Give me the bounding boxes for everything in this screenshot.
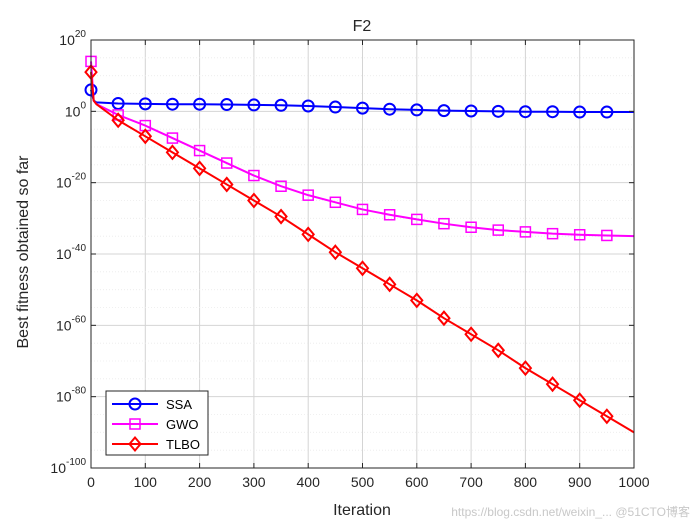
legend-marker-tlbo [128,435,142,453]
x-tick-label: 800 [514,474,538,490]
legend-marker-ssa [128,397,142,411]
data-point-ssa [328,100,342,114]
y-tick-label: 10-80 [56,386,86,405]
legend-item-ssa: SSA [112,397,192,412]
data-point-gwo [438,217,450,230]
x-tick-label: 300 [242,474,266,490]
data-point-tlbo [382,276,397,293]
legend-item-tlbo: TLBO [112,435,200,453]
data-point-tlbo [437,310,451,327]
legend-marker-gwo [129,418,141,430]
data-point-tlbo [247,192,261,209]
watermark: https://blog.csdn.net/weixin_... @51CTO博… [451,504,690,519]
y-axis-ticks: 10-100 10-80 10-60 10-40 10-20 100 1020 [50,29,634,476]
series-line-ssa [90,89,634,114]
x-tick-label: 600 [405,474,429,490]
legend-label-gwo: GWO [166,417,199,432]
data-point-tlbo [409,292,424,309]
series-line-gwo [90,61,635,238]
data-point-ssa [274,98,288,112]
data-point-gwo [383,209,396,221]
data-point-tlbo [491,342,506,359]
x-tick-label: 400 [297,474,321,490]
data-point-ssa [464,104,478,118]
data-point-gwo [573,228,586,241]
x-axis-label: Iteration [333,502,391,519]
series-gwo [85,55,635,242]
legend: SSA GWO TLBO [105,390,209,456]
data-point-tlbo [301,226,316,243]
data-point-ssa [573,105,587,119]
data-point-tlbo [355,260,370,277]
x-axis-ticks: 0 100 200 300 400 500 600 700 800 900 1000 [87,40,650,490]
data-point-tlbo [111,112,125,129]
data-point-tlbo [572,392,587,409]
data-point-tlbo [328,244,343,261]
data-point-tlbo [192,160,207,177]
data-point-ssa [220,98,234,112]
y-tick-label: 10-40 [56,243,86,262]
data-point-ssa [247,98,261,112]
data-point-tlbo [274,208,288,225]
x-tick-label: 1000 [618,474,649,490]
series-line-tlbo [90,72,635,434]
data-point-gwo [465,221,477,233]
data-point-tlbo [138,128,153,145]
y-tick-label: 10-100 [50,457,86,476]
data-point-ssa [111,96,125,110]
x-tick-label: 0 [87,474,95,490]
data-point-gwo [302,189,314,201]
data-point-gwo [492,224,504,236]
data-point-gwo [329,196,342,209]
series-layer [84,55,635,434]
series-ssa [84,83,634,119]
data-point-tlbo [545,376,560,393]
x-tick-label: 200 [188,474,212,490]
data-point-ssa [600,105,614,119]
y-tick-label: 100 [65,100,87,119]
data-point-gwo [248,169,260,182]
data-point-tlbo [165,144,180,161]
x-tick-label: 100 [134,474,158,490]
data-point-ssa [165,97,179,111]
legend-item-gwo: GWO [112,417,199,432]
data-point-gwo [601,229,613,242]
series-tlbo [84,64,635,434]
data-point-ssa [193,97,207,111]
legend-label-ssa: SSA [166,397,192,412]
y-tick-label: 1020 [59,29,86,48]
data-point-ssa [410,103,424,117]
data-point-ssa [138,97,152,111]
data-point-gwo [166,132,179,144]
chart-title: F2 [353,18,372,35]
data-point-gwo [411,213,423,226]
x-tick-label: 900 [568,474,592,490]
data-point-gwo [221,157,233,169]
data-point-gwo [356,203,369,216]
data-point-gwo [193,144,206,157]
data-point-tlbo [600,408,614,425]
y-axis-label: Best fitness obtained so far [15,155,32,349]
data-point-ssa [383,102,397,116]
data-point-tlbo [464,326,478,343]
data-point-gwo [519,226,532,238]
data-point-ssa [518,105,532,119]
data-point-tlbo [518,360,533,377]
data-point-ssa [437,104,451,118]
data-point-tlbo [219,176,234,193]
x-tick-label: 500 [351,474,375,490]
y-tick-label: 10-20 [56,172,86,191]
data-point-ssa [491,104,505,118]
data-point-gwo [546,227,559,240]
data-point-ssa [301,99,315,113]
data-point-gwo [275,180,287,192]
data-point-ssa [356,101,369,115]
y-tick-label: 10-60 [56,314,86,333]
x-tick-label: 700 [459,474,483,490]
data-point-ssa [546,105,560,119]
legend-label-tlbo: TLBO [166,437,200,452]
